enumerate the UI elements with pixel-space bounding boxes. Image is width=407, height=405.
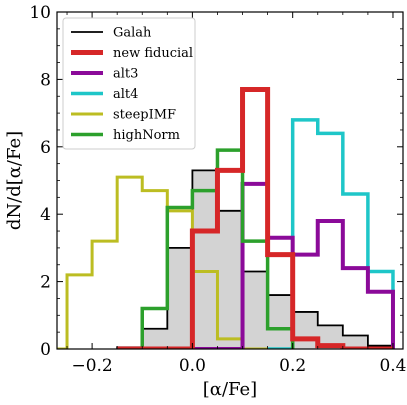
y-tick-label: 2 <box>40 273 51 293</box>
bin-new-fiducial <box>217 170 242 349</box>
series-steepimf <box>57 175 268 349</box>
legend-label-steepimf: steepIMF <box>113 108 176 123</box>
series-new-fiducial <box>117 87 393 349</box>
legend-label-new-fiducial: new fiducial <box>113 46 193 61</box>
legend-label-alt3: alt3 <box>113 67 138 82</box>
axis-ticks <box>57 11 403 350</box>
y-tick-label: 0 <box>40 340 51 360</box>
x-tick-label: 0.4 <box>379 356 406 376</box>
tick-labels: −0.2 0.0 0.2 0.4 0 2 4 6 8 10 <box>29 3 406 376</box>
bin-new-fiducial <box>268 255 293 349</box>
legend-label-galah: Galah <box>113 26 152 41</box>
x-tick-label: 0.2 <box>279 356 306 376</box>
y-tick-label: 10 <box>29 3 51 23</box>
bin-steepimf <box>117 177 142 349</box>
bin-alt3 <box>368 292 393 349</box>
bin-highnorm <box>142 309 167 349</box>
bin-steepimf <box>92 241 117 349</box>
plot-content <box>57 87 395 349</box>
x-axis-label: [α/Fe] <box>203 379 257 400</box>
bin-alt3 <box>293 255 318 349</box>
bin-steepimf <box>67 275 92 349</box>
bin-highnorm <box>167 207 192 349</box>
series-alt3 <box>117 181 395 349</box>
series-line-new-fiducial <box>117 87 393 349</box>
bin-new-fiducial <box>192 231 217 349</box>
x-tick-label: 0.0 <box>179 356 206 376</box>
series-fill-galah <box>117 170 393 349</box>
bin-new-fiducial <box>243 90 268 349</box>
legend-label-alt4: alt4 <box>113 87 138 102</box>
series-line-alt4 <box>267 118 395 349</box>
y-tick-label: 6 <box>40 138 51 158</box>
y-tick-label: 4 <box>40 205 51 225</box>
legend: Galah new fiducial alt3 alt4 steepIMF highNor… <box>62 17 196 150</box>
bin-alt3 <box>343 268 368 349</box>
series-alt4 <box>267 118 395 349</box>
series-line-steepimf <box>57 175 268 349</box>
series-galah <box>116 169 394 349</box>
series-line-galah <box>116 169 394 349</box>
x-tick-label: −0.2 <box>71 356 112 376</box>
y-axis-label: dN/d[α/Fe] <box>4 131 25 230</box>
y-tick-label: 8 <box>40 70 51 90</box>
legend-label-highnorm: highNorm <box>113 128 180 143</box>
series-line-alt3 <box>117 181 395 349</box>
bin-alt3 <box>318 221 343 349</box>
